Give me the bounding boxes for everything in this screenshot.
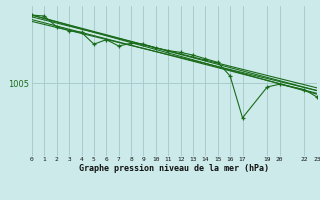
X-axis label: Graphe pression niveau de la mer (hPa): Graphe pression niveau de la mer (hPa) (79, 164, 269, 173)
